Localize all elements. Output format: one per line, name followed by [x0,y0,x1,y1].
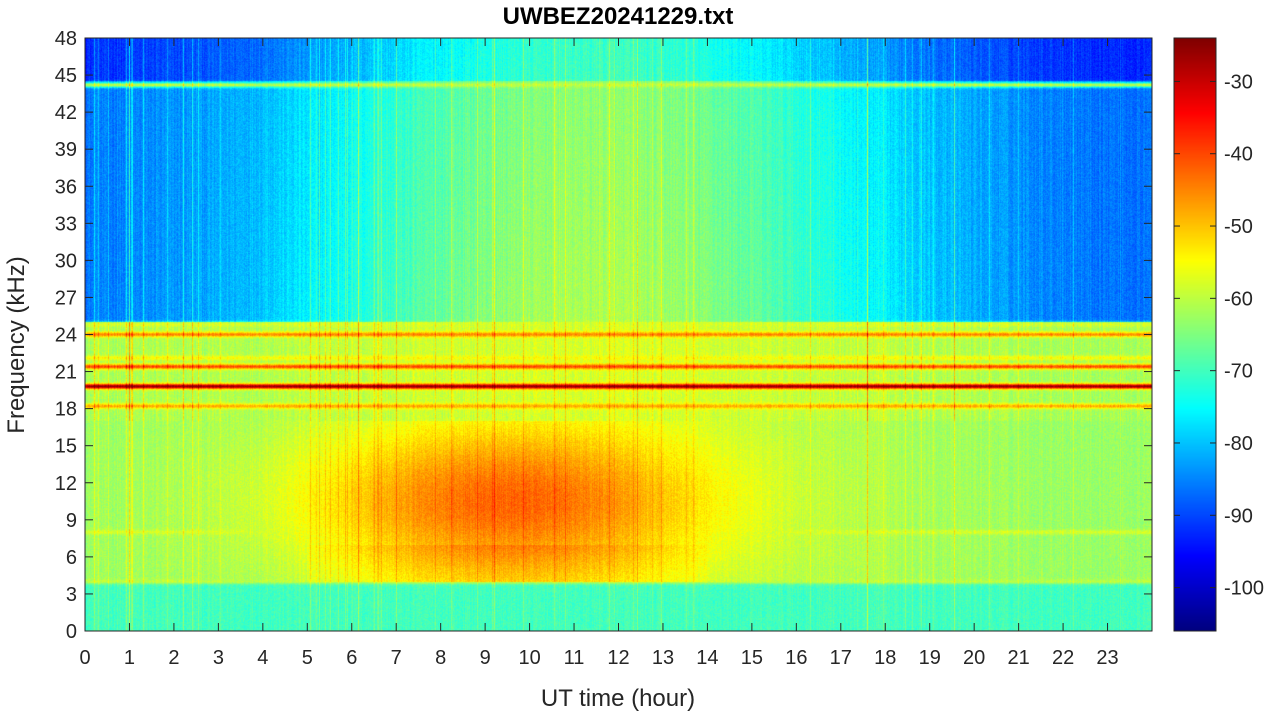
x-tick-label: 11 [564,647,585,669]
colorbar-tick-label: -90 [1224,505,1253,527]
x-tick-label: 18 [874,647,896,669]
x-tick-label: 8 [435,647,446,669]
colorbar-tick-label: -50 [1224,216,1253,238]
x-tick-label: 1 [124,647,135,669]
x-axis: 0 1 2 3 4 5 6 7 8 9 10 11 12 13 14 15 16 17 18 19 20 21 22 23 [79,38,1119,669]
colorbar-tick-label: -70 [1224,361,1253,383]
x-tick-label: 2 [168,647,179,669]
x-tick-label: 4 [257,647,268,669]
x-tick-label: 13 [652,647,674,669]
x-tick-label: 20 [963,647,985,669]
x-tick-label: 22 [1052,647,1074,669]
colorbar-canvas [1174,38,1216,631]
x-tick-label: 16 [785,647,807,669]
colorbar-tick-label: -100 [1224,578,1264,600]
x-tick-label: 17 [830,647,852,669]
y-tick-label: 0 [66,621,77,643]
y-tick-label: 24 [55,325,77,347]
x-tick-label: 12 [607,647,629,669]
y-tick-label: 36 [55,176,77,198]
colorbar-tick-label: -80 [1224,433,1253,455]
heatmap-canvas [85,38,1152,631]
y-tick-label: 45 [55,65,77,87]
y-tick-label: 12 [55,473,77,495]
y-tick-label: 27 [55,287,77,309]
x-tick-label: 9 [480,647,491,669]
y-tick-label: 30 [55,250,77,272]
y-axis-label: Frequency (kHz) [3,256,30,433]
x-tick-label: 7 [391,647,402,669]
x-tick-label: 10 [518,647,540,669]
y-tick-label: 15 [55,436,77,458]
y-tick-label: 48 [55,28,77,50]
y-tick-label: 42 [55,102,77,124]
colorbar-tick-label: -40 [1224,144,1253,166]
x-axis-label: UT time (hour) [541,685,695,712]
chart-title: UWBEZ20241229.txt [503,3,734,30]
y-tick-label: 18 [55,399,77,421]
y-tick-label: 9 [66,510,77,532]
x-tick-label: 0 [79,647,90,669]
x-tick-label: 14 [696,647,718,669]
x-tick-label: 6 [346,647,357,669]
colorbar-axis: -30 -40 -50 -60 -70 -80 -90 -100 [1174,71,1264,600]
colorbar-tick-label: -30 [1224,71,1253,93]
x-tick-label: 23 [1096,647,1118,669]
y-tick-label: 6 [66,547,77,569]
y-tick-label: 33 [55,213,77,235]
x-tick-label: 3 [213,647,224,669]
x-tick-label: 19 [919,647,941,669]
colorbar-tick-label: -60 [1224,288,1253,310]
y-tick-label: 3 [66,584,77,606]
x-tick-label: 15 [741,647,763,669]
y-tick-label: 21 [55,362,77,384]
x-tick-label: 21 [1008,647,1030,669]
colorbar-frame [1173,37,1217,632]
y-tick-label: 39 [55,139,77,161]
x-tick-label: 5 [302,647,313,669]
